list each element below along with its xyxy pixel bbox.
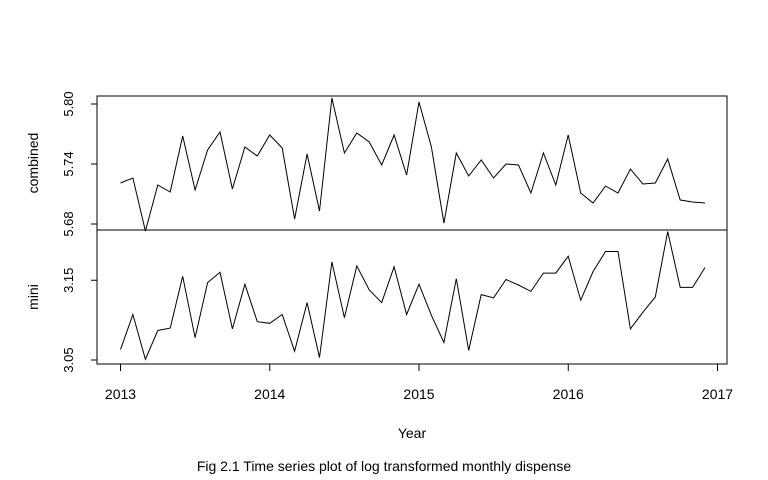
y-tick-label-combined: 5.68 xyxy=(61,211,76,236)
panel-combined-frame xyxy=(96,95,728,231)
figure-caption: Fig 2.1 Time series plot of log transfor… xyxy=(196,458,572,474)
x-tick-label: 2014 xyxy=(254,386,285,402)
series-lines xyxy=(120,97,706,361)
series-line-combined xyxy=(120,97,706,232)
y-ticks-mini: 3.05 3.15 xyxy=(61,268,97,373)
y-axis-label-combined: combined xyxy=(25,133,41,194)
y-ticks-combined: 5.68 5.74 5.80 xyxy=(61,91,97,237)
x-tick-label: 2017 xyxy=(702,386,733,402)
x-axis: 2013 2014 2015 2016 2017 xyxy=(105,363,733,402)
time-series-chart: combined mini Year 5.68 5.74 5.80 3.05 3.15… xyxy=(25,91,733,441)
y-axis-label-mini: mini xyxy=(25,284,41,310)
y-tick-label-mini: 3.15 xyxy=(61,268,76,293)
x-tick-label: 2013 xyxy=(105,386,136,402)
y-tick-label-combined: 5.74 xyxy=(61,151,76,176)
y-tick-label-mini: 3.05 xyxy=(61,347,76,372)
series-line-mini xyxy=(120,231,706,361)
x-tick-label: 2016 xyxy=(553,386,584,402)
x-tick-label: 2015 xyxy=(403,386,434,402)
x-axis-label: Year xyxy=(398,425,427,441)
y-tick-label-combined: 5.80 xyxy=(61,91,76,116)
panel-mini-frame xyxy=(96,229,728,365)
